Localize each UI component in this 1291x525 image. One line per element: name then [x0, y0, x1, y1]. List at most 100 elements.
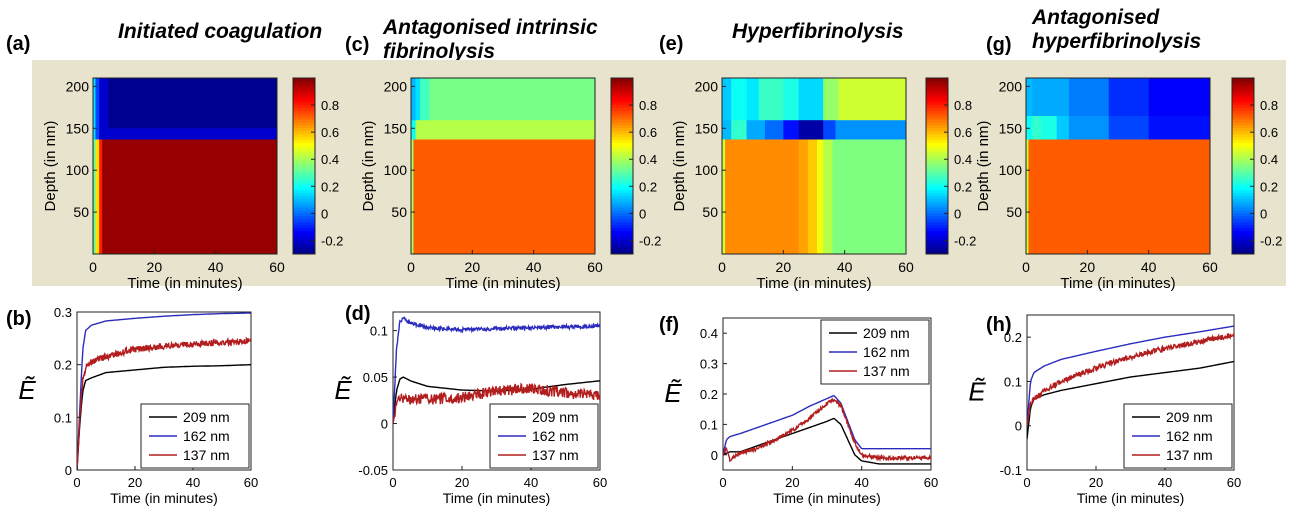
legend: 209 nm 162 nm 137 nm [820, 319, 930, 385]
colorbar-segment [926, 110, 948, 114]
colorbar-segment [1232, 92, 1254, 96]
x-axis-label: Time (in minutes) [773, 490, 881, 506]
x-tick-label: 40 [1158, 475, 1172, 490]
heatmap-cell-0 [93, 139, 96, 255]
colorbar-segment [926, 107, 948, 111]
colorbar-segment [611, 124, 633, 129]
heatmap-cell-11 [783, 119, 799, 140]
colorbar-segment [926, 180, 948, 184]
colorbar-segment [611, 86, 633, 91]
line-panel-b: 0 20 40 60 0 0.1 0.2 0.3 Time (in minutes) Ẽ 209 n… [18, 305, 258, 506]
series-line-209-nm [77, 364, 251, 470]
x-tick-label: 20 [1089, 475, 1103, 490]
legend-label: 209 nm [532, 409, 579, 425]
x-tick-label: 40 [526, 259, 542, 275]
colorbar-tick-label: -0.2 [321, 233, 343, 248]
colorbar-tick-label: 0.6 [639, 125, 657, 140]
colorbar-segment [1232, 83, 1254, 88]
colorbar-segment [293, 212, 315, 217]
colorbar-segment [1232, 151, 1254, 155]
colorbar-segment [293, 133, 315, 138]
y-tick-label: 0 [711, 448, 718, 463]
colorbar-segment [611, 95, 633, 99]
colorbar-segment [926, 239, 948, 243]
heatmap-cell-6 [832, 139, 907, 255]
series-line-209-nm [393, 376, 600, 424]
heatmap-cell-15 [722, 78, 732, 121]
colorbar-segment [611, 177, 633, 182]
colorbar-segment [926, 166, 948, 170]
colorbar-segment [926, 195, 948, 199]
x-axis-label: Time (in minutes) [1060, 275, 1175, 292]
colorbar-segment [611, 245, 633, 249]
x-tick-label: 20 [128, 475, 142, 490]
colorbar-segment [611, 148, 633, 152]
colorbar-tick-label: 0.8 [1260, 98, 1278, 113]
heatmap-cell-22 [838, 78, 907, 121]
heatmap-cell-4 [411, 78, 416, 121]
colorbar-segment [926, 116, 948, 120]
colorbar-segment [926, 104, 948, 108]
colorbar-segment [293, 83, 315, 88]
y-tick-label: 100 [999, 162, 1023, 178]
colorbar-segment [926, 139, 948, 143]
colorbar-segment [611, 92, 633, 96]
colorbar-segment [611, 183, 633, 187]
colorbar-segment [293, 142, 315, 146]
panel-label-b: (b) [6, 308, 32, 330]
colorbar-segment [926, 201, 948, 205]
colorbar-segment [1232, 218, 1254, 223]
colorbar-segment [293, 86, 315, 91]
y-tick-label: -0.05 [358, 463, 388, 478]
colorbar-segment [926, 207, 948, 211]
series-line-209-nm [723, 417, 931, 465]
colorbar-segment [293, 89, 315, 94]
x-tick-label: 0 [718, 259, 726, 275]
heatmap-cell-5 [1056, 115, 1070, 140]
x-tick-label: 60 [1202, 259, 1218, 275]
colorbar-segment [611, 136, 633, 140]
colorbar-segment [293, 245, 315, 249]
x-tick-label: 20 [776, 259, 792, 275]
colorbar-segment [926, 224, 948, 228]
colorbar-segment [1232, 224, 1254, 228]
heatmap-cell-13 [1148, 78, 1211, 117]
colorbar-segment [1232, 119, 1254, 123]
colorbar-tick-label: 0.2 [1260, 179, 1278, 194]
colorbar-tick-label: 0.6 [954, 125, 972, 140]
colorbar-segment [611, 116, 633, 120]
x-tick-label: 0 [73, 475, 80, 490]
colorbar-segment [1232, 166, 1254, 170]
colorbar-segment [293, 139, 315, 143]
colorbar-segment [293, 80, 315, 85]
colorbar-segment [926, 83, 948, 88]
colorbar-tick-label: 0.8 [321, 98, 339, 113]
heatmap-cell-2 [99, 139, 103, 255]
plot-frame [1025, 77, 1211, 255]
colorbar-segment [926, 245, 948, 249]
y-tick-label: 150 [66, 120, 90, 136]
colorbar-segment [611, 133, 633, 138]
x-tick-label: 0 [407, 259, 415, 275]
colorbar-segment [293, 224, 315, 228]
colorbar-segment [611, 139, 633, 143]
x-tick-label: 60 [593, 475, 607, 490]
y-axis-label: Ẽ [334, 375, 352, 405]
colorbar: 0.8 0.6 0.4 0.2 0 -0.2 [292, 77, 343, 255]
colorbar-segment [1232, 177, 1254, 182]
colorbar-segment [611, 251, 633, 255]
colorbar-segment [293, 236, 315, 240]
series-line-137-nm [723, 397, 931, 463]
colorbar-segment [926, 122, 948, 126]
x-axis-label: Time (in minutes) [110, 490, 218, 506]
y-tick-label: 200 [999, 78, 1023, 94]
heatmap-cell-0 [722, 139, 726, 255]
y-tick-label: -0.1 [1000, 463, 1022, 478]
colorbar-segment [926, 78, 948, 82]
heatmap-cell-1 [95, 139, 100, 255]
colorbar-segment [926, 204, 948, 208]
colorbar-segment [1232, 242, 1254, 246]
panel-label-g: (g) [986, 34, 1012, 56]
heatmap-cell-0 [1026, 139, 1029, 255]
colorbar-segment [1232, 183, 1254, 187]
